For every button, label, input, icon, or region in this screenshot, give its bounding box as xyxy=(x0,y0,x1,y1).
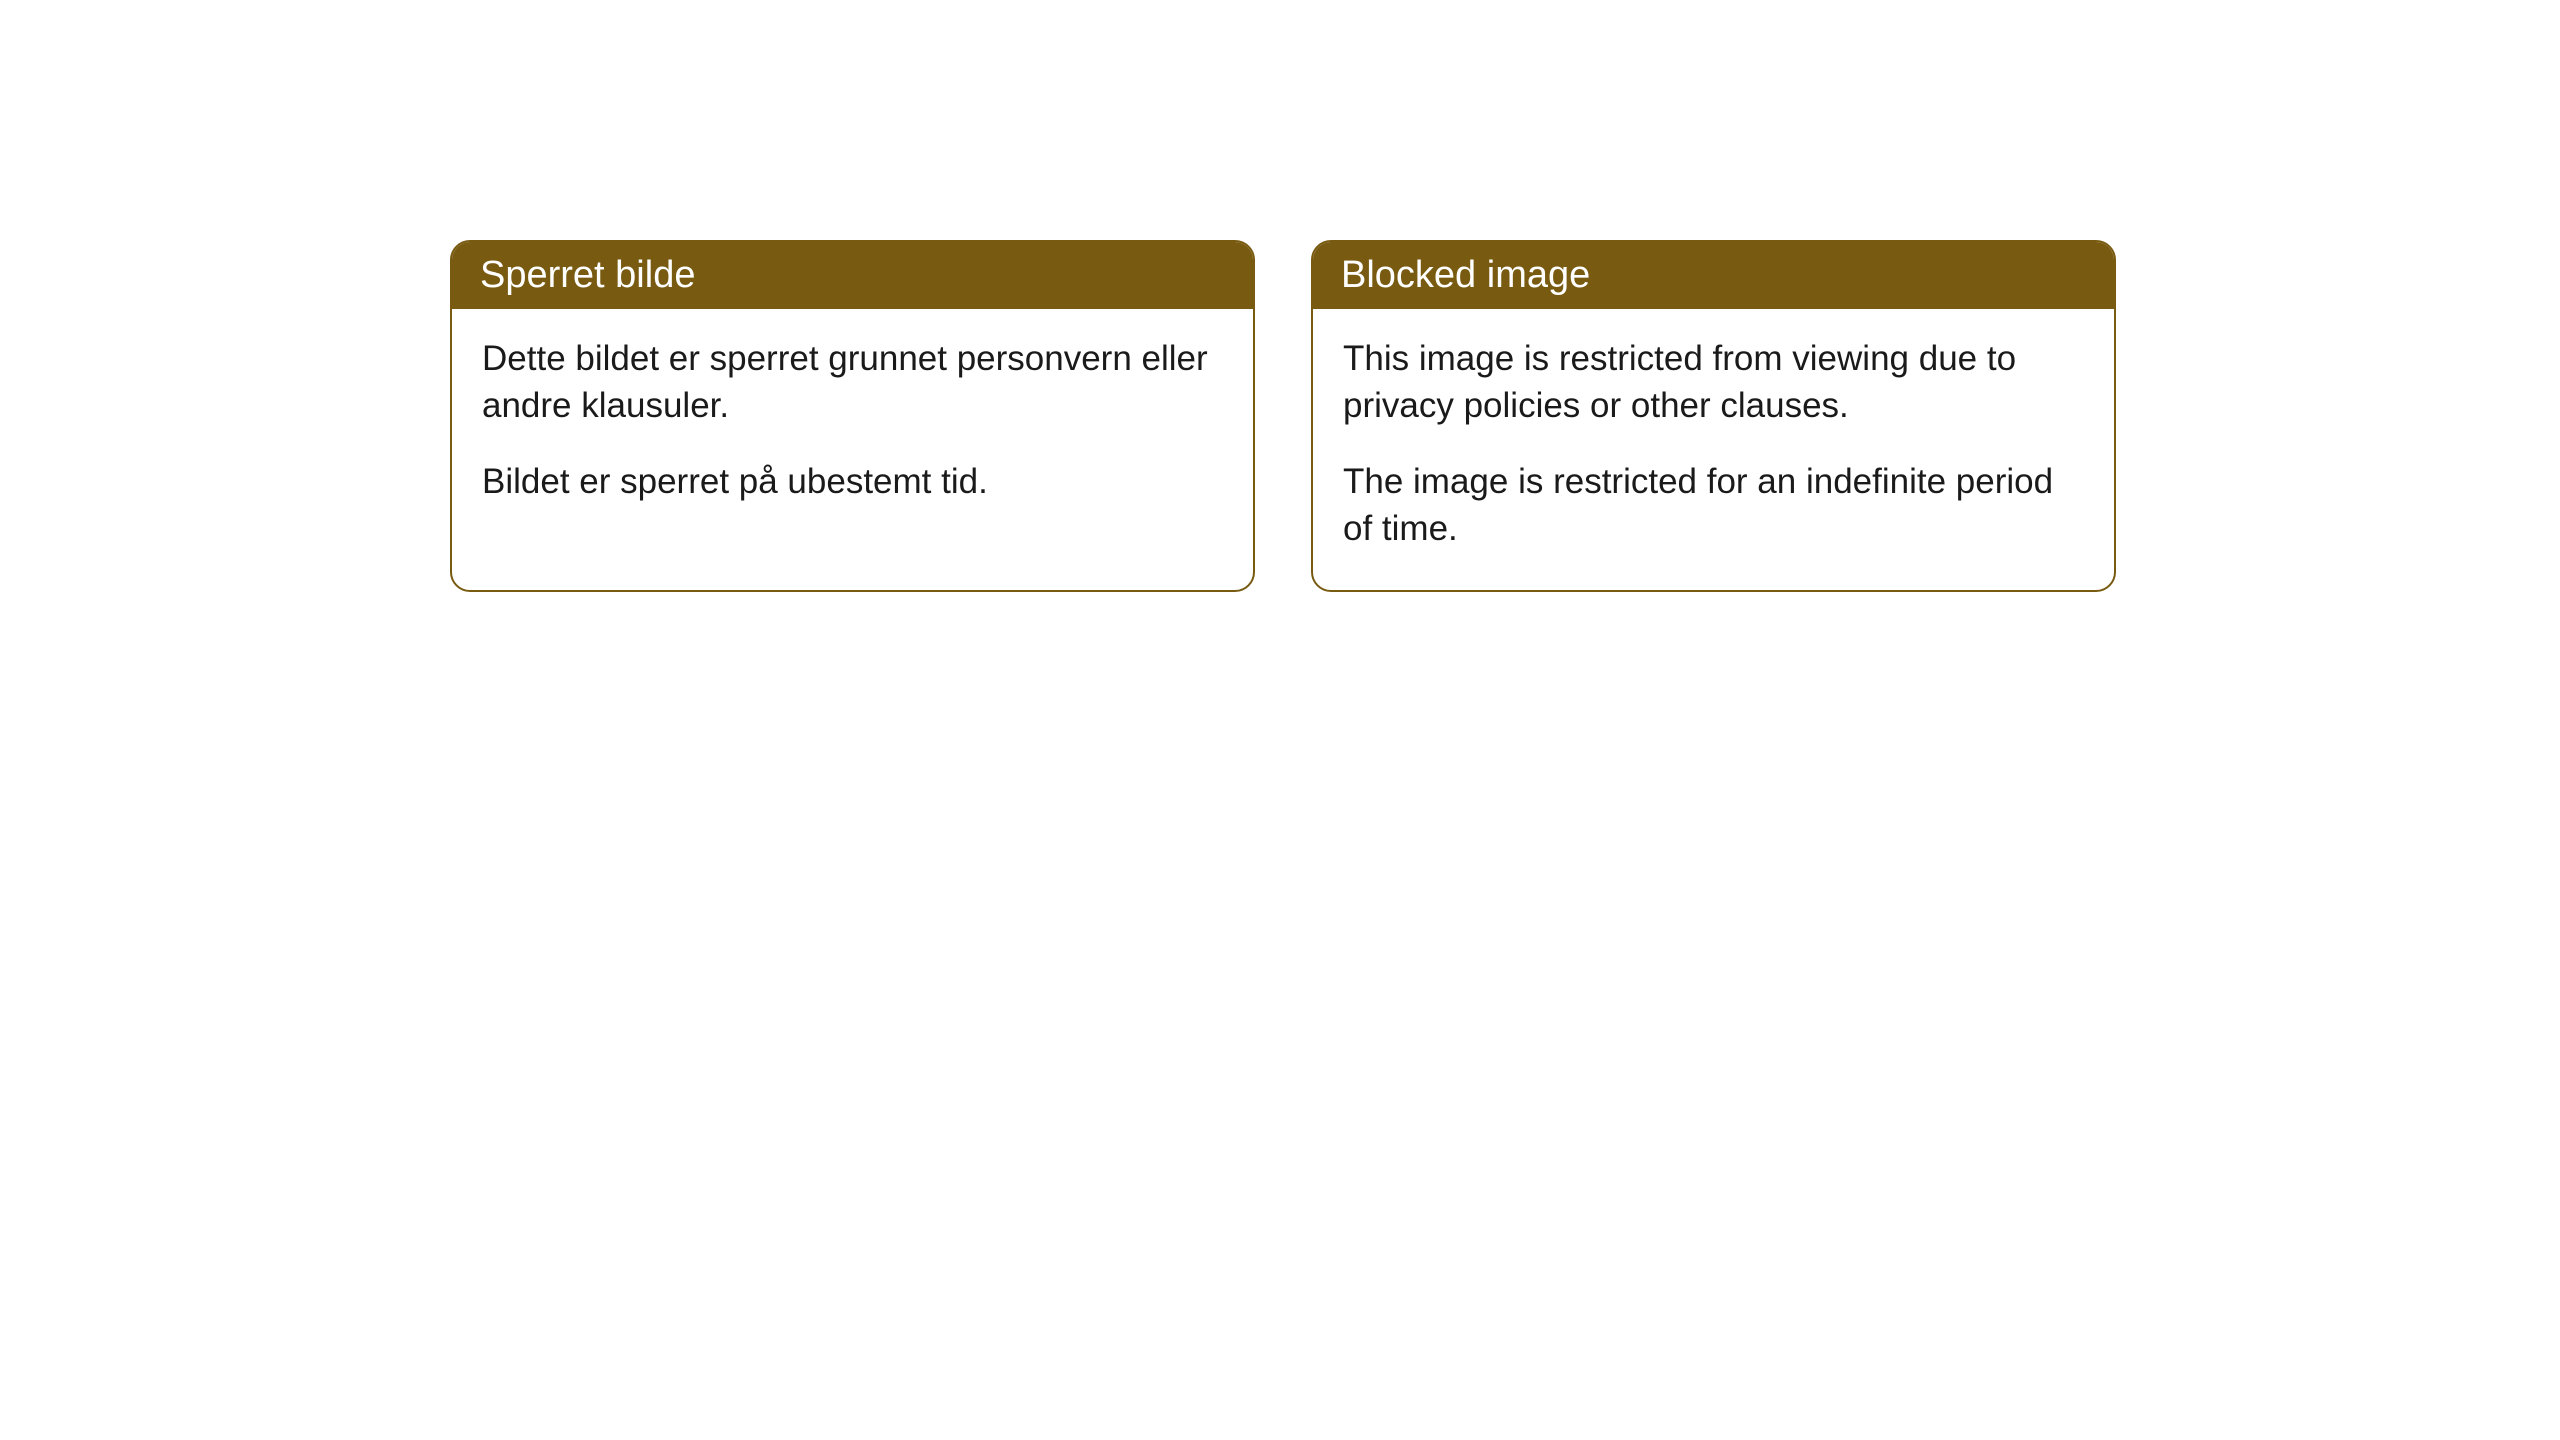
card-header-norwegian: Sperret bilde xyxy=(452,242,1253,309)
notice-card-norwegian: Sperret bilde Dette bildet er sperret gr… xyxy=(450,240,1255,592)
card-header-english: Blocked image xyxy=(1313,242,2114,309)
card-paragraph-english-2: The image is restricted for an indefinit… xyxy=(1343,458,2084,553)
card-paragraph-english-1: This image is restricted from viewing du… xyxy=(1343,335,2084,430)
card-paragraph-norwegian-1: Dette bildet er sperret grunnet personve… xyxy=(482,335,1223,430)
card-body-norwegian: Dette bildet er sperret grunnet personve… xyxy=(452,309,1253,543)
card-title-norwegian: Sperret bilde xyxy=(480,254,695,296)
card-title-english: Blocked image xyxy=(1341,254,1590,296)
notice-cards-container: Sperret bilde Dette bildet er sperret gr… xyxy=(450,240,2560,592)
card-paragraph-norwegian-2: Bildet er sperret på ubestemt tid. xyxy=(482,458,1223,505)
notice-card-english: Blocked image This image is restricted f… xyxy=(1311,240,2116,592)
card-body-english: This image is restricted from viewing du… xyxy=(1313,309,2114,590)
